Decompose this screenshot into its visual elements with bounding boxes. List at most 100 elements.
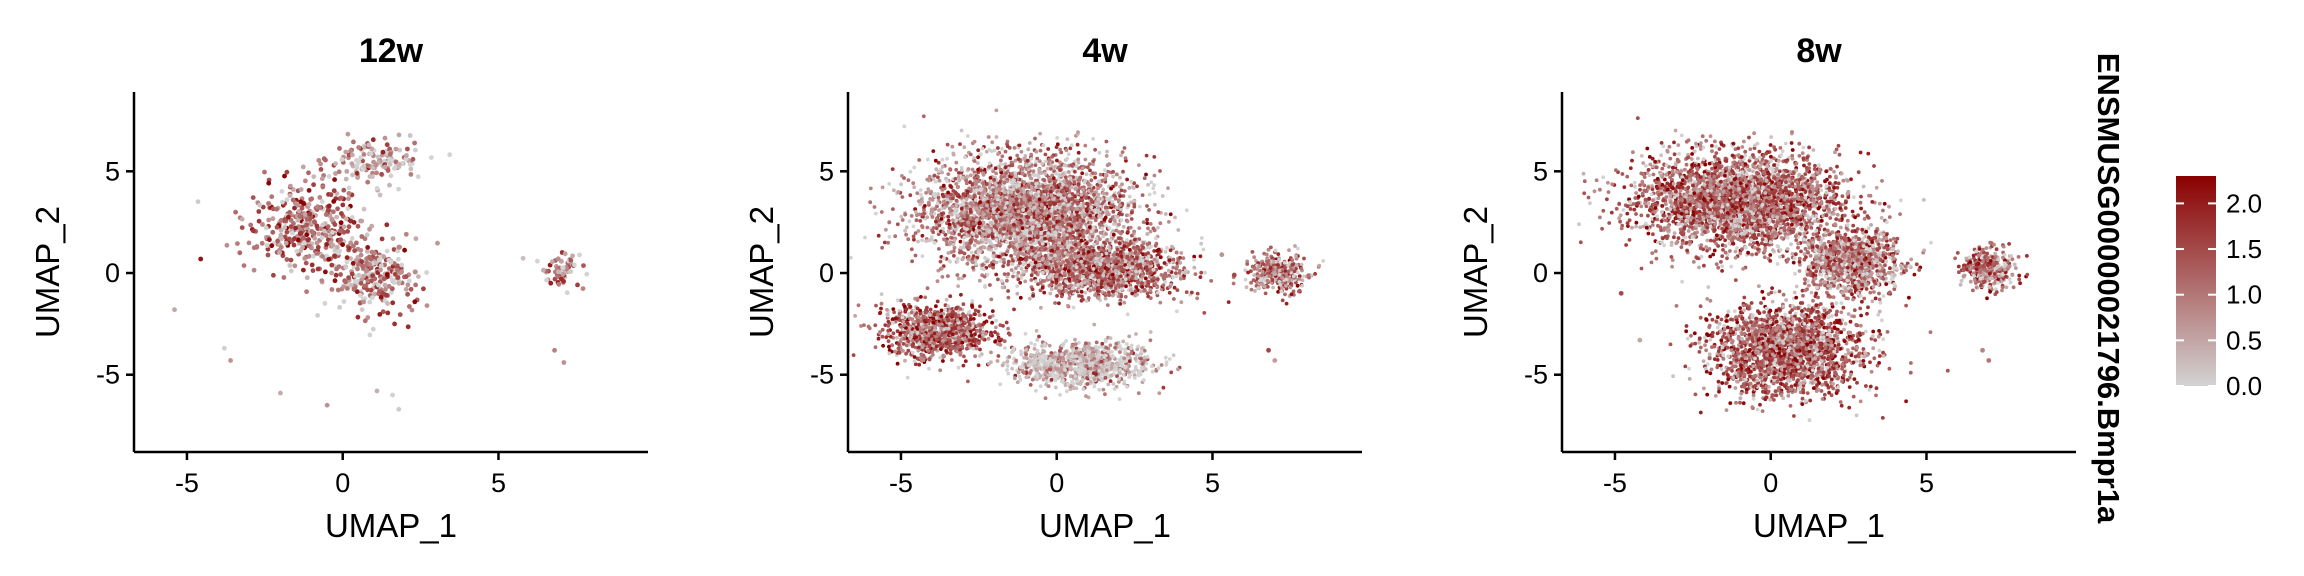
- data-point: [358, 247, 364, 253]
- data-point: [887, 344, 891, 349]
- data-point: [323, 269, 328, 275]
- data-point: [402, 247, 407, 253]
- data-point: [1037, 184, 1042, 189]
- data-point: [250, 228, 256, 234]
- data-point: [341, 284, 346, 289]
- data-point: [392, 166, 397, 171]
- data-point: [1037, 197, 1042, 202]
- data-point: [941, 194, 946, 199]
- data-point: [983, 237, 988, 242]
- data-point: [318, 167, 324, 172]
- data-point: [320, 184, 326, 190]
- data-point: [943, 202, 947, 206]
- data-point: [337, 305, 343, 310]
- data-point: [415, 174, 421, 180]
- data-point: [552, 347, 557, 353]
- data-point: [370, 174, 375, 180]
- data-point: [985, 259, 990, 264]
- data-point: [387, 161, 393, 167]
- data-point: [364, 249, 370, 254]
- data-point: [968, 317, 973, 322]
- data-point: [925, 215, 930, 220]
- data-point: [1042, 178, 1047, 183]
- data-point: [921, 114, 926, 119]
- data-point: [960, 176, 965, 180]
- data-point: [195, 199, 201, 205]
- data-point: [895, 222, 900, 227]
- data-point: [404, 153, 409, 158]
- data-point: [922, 204, 927, 208]
- data-point: [344, 259, 350, 265]
- data-point: [887, 235, 892, 239]
- data-point: [1131, 231, 1136, 236]
- data-point: [927, 357, 931, 361]
- data-point: [275, 238, 280, 244]
- data-point: [292, 263, 298, 269]
- data-point: [316, 231, 321, 237]
- data-point: [925, 225, 930, 230]
- data-point: [997, 241, 1002, 246]
- data-point: [911, 224, 916, 229]
- data-point: [337, 146, 342, 151]
- data-point: [910, 259, 914, 264]
- data-point: [1104, 154, 1109, 158]
- data-point: [403, 274, 409, 279]
- data-point: [1122, 189, 1127, 193]
- data-point: [999, 206, 1004, 211]
- data-point: [282, 234, 288, 240]
- data-point: [413, 282, 418, 288]
- data-point: [953, 341, 958, 345]
- data-point: [1096, 197, 1100, 202]
- data-point: [872, 205, 877, 209]
- data-point: [1132, 204, 1137, 209]
- data-point: [1069, 143, 1074, 148]
- data-point: [1028, 255, 1032, 260]
- data-point: [937, 178, 942, 183]
- data-point: [925, 286, 930, 291]
- data-point: [918, 219, 923, 223]
- data-point: [905, 329, 910, 333]
- data-point: [991, 259, 996, 264]
- data-point: [867, 326, 872, 331]
- data-point: [977, 209, 981, 214]
- data-point: [385, 301, 390, 306]
- data-point: [302, 211, 308, 217]
- data-point: [1102, 240, 1106, 245]
- data-point: [555, 256, 561, 262]
- data-point: [1004, 171, 1008, 176]
- data-point: [999, 162, 1004, 167]
- data-point: [936, 268, 941, 273]
- data-point: [941, 230, 946, 235]
- data-point: [379, 171, 384, 177]
- data-point: [931, 230, 936, 235]
- data-point: [405, 324, 411, 330]
- data-point: [412, 140, 417, 146]
- data-point: [918, 311, 923, 316]
- data-point: [387, 182, 392, 188]
- data-point: [951, 189, 956, 193]
- data-point: [568, 257, 574, 263]
- data-point: [932, 226, 936, 230]
- data-point: [359, 234, 365, 239]
- data-point: [971, 232, 976, 236]
- data-point: [361, 152, 367, 157]
- data-point: [1088, 213, 1092, 218]
- data-point: [887, 220, 892, 225]
- data-point: [405, 291, 410, 297]
- data-point: [1047, 225, 1052, 230]
- data-point: [319, 235, 325, 241]
- data-point: [920, 238, 924, 243]
- data-point: [281, 275, 287, 280]
- data-point: [1047, 214, 1051, 219]
- data-point: [341, 224, 347, 230]
- data-point: [300, 244, 305, 250]
- x-tick-label: 5: [491, 468, 506, 498]
- data-point: [1016, 209, 1021, 214]
- data-point: [1066, 181, 1070, 185]
- data-point: [298, 230, 304, 236]
- data-point: [1103, 172, 1108, 177]
- data-point: [1119, 153, 1123, 158]
- data-point: [1017, 183, 1021, 188]
- data-point: [1058, 168, 1062, 173]
- data-point: [351, 220, 357, 225]
